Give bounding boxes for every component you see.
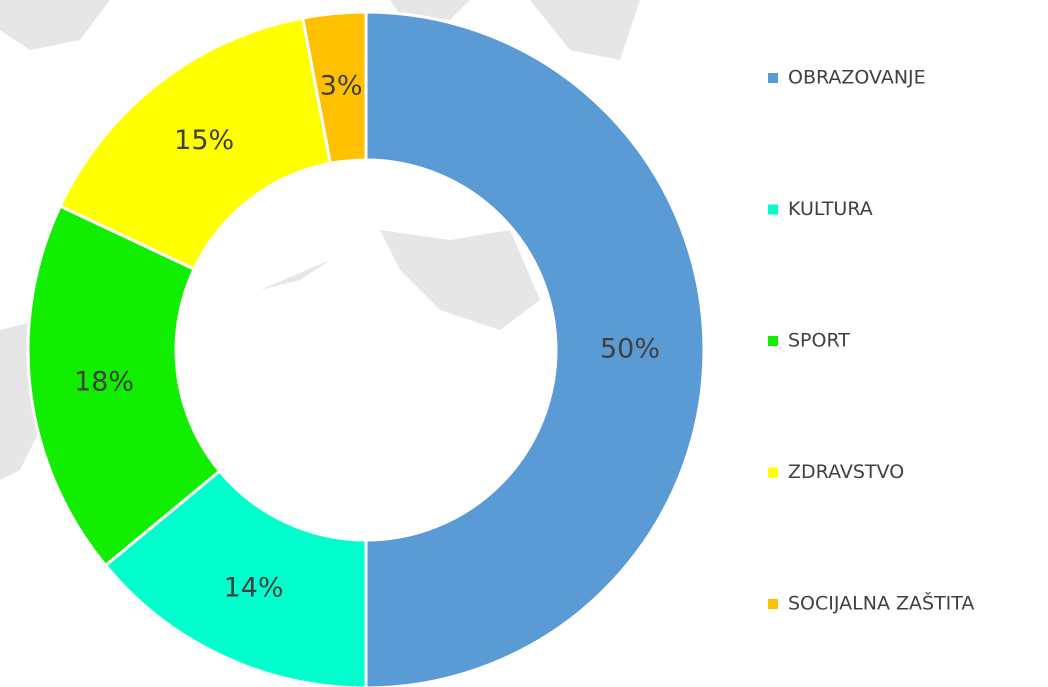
legend-label: KULTURA bbox=[788, 198, 873, 220]
slice bbox=[26, 204, 222, 568]
legend-label: SOCIJALNA ZAŠTITA bbox=[788, 591, 974, 615]
slice bbox=[58, 16, 333, 272]
data-label: 18% bbox=[74, 367, 134, 398]
data-label: 14% bbox=[224, 572, 284, 603]
data-label: 50% bbox=[600, 334, 660, 365]
slice bbox=[103, 468, 368, 687]
data-label: 15% bbox=[174, 125, 234, 156]
legend-marker bbox=[768, 73, 778, 83]
legend-marker bbox=[768, 467, 778, 478]
data-label: 3% bbox=[320, 71, 363, 102]
slice bbox=[364, 10, 706, 687]
slice bbox=[300, 10, 368, 166]
legend-label: OBRAZOVANJE bbox=[788, 67, 926, 89]
legend-marker bbox=[768, 336, 778, 346]
legend-marker bbox=[768, 204, 778, 215]
legend-label: SPORT bbox=[788, 330, 850, 352]
legend-label: ZDRAVSTVO bbox=[788, 461, 904, 483]
legend-marker bbox=[768, 599, 778, 609]
